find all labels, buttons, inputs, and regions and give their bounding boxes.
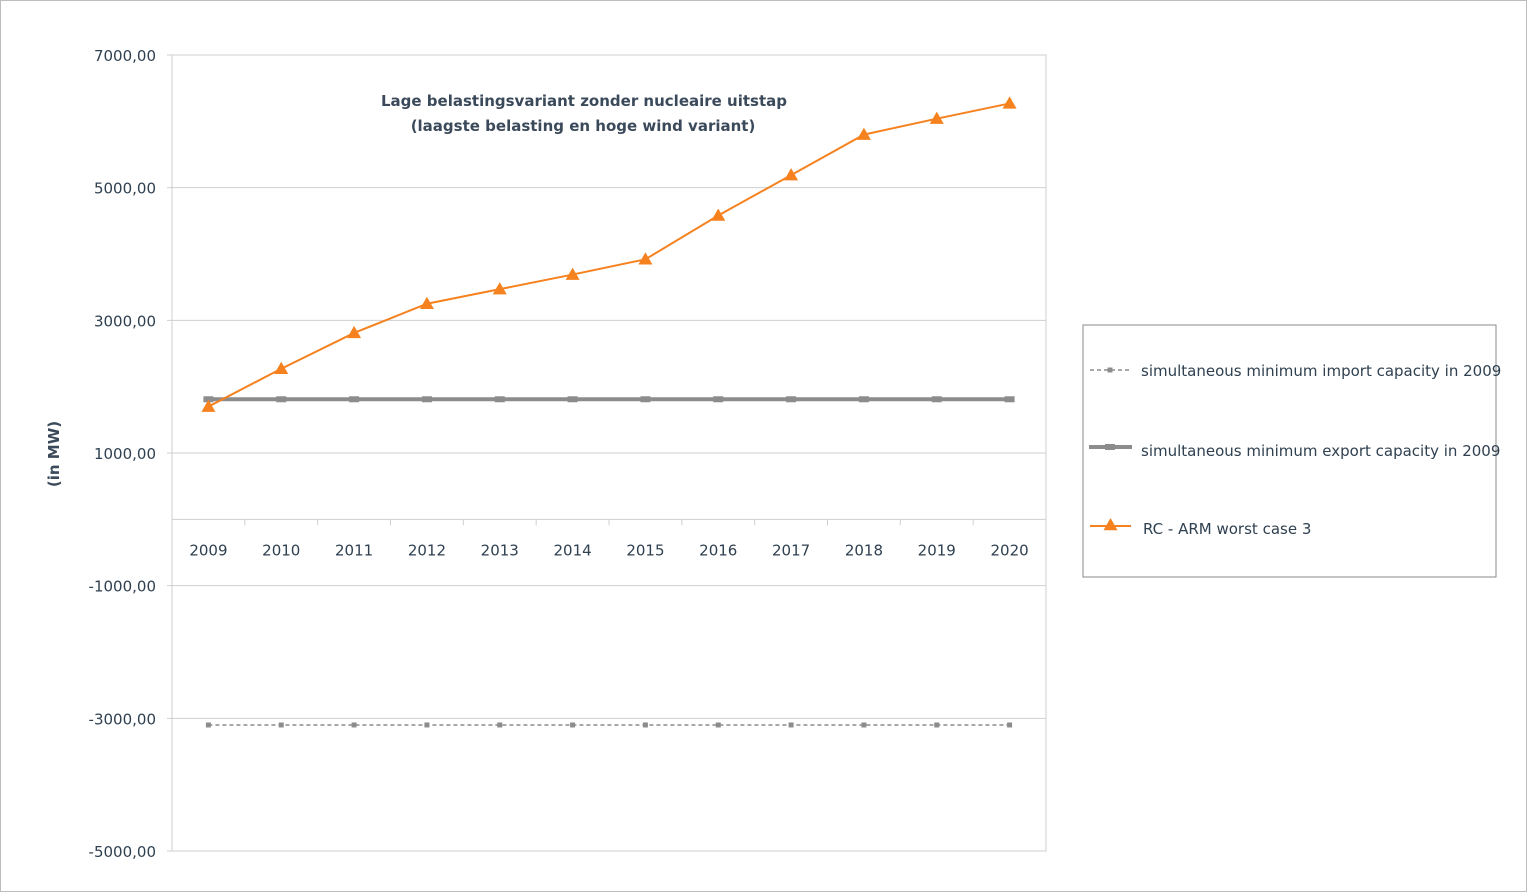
data-point-marker	[419, 296, 434, 309]
data-point-marker	[570, 722, 576, 728]
data-point-marker	[715, 722, 721, 728]
chart-subtitle: (laagste belasting en hoge wind variant)	[411, 117, 756, 135]
x-tick-label: 2012	[408, 541, 446, 559]
legend-label-export: simultaneous minimum export capacity in …	[1141, 442, 1500, 460]
legend-label-import: simultaneous minimum import capacity in …	[1141, 362, 1501, 380]
data-point-marker	[931, 396, 942, 403]
data-point-marker	[640, 396, 651, 403]
x-tick-label: 2015	[626, 541, 664, 559]
x-tick-label: 2017	[772, 541, 810, 559]
data-point-marker	[421, 396, 432, 403]
data-point-marker	[274, 361, 289, 375]
data-point-marker	[278, 722, 284, 728]
legend: simultaneous minimum import capacity in …	[1082, 324, 1501, 578]
data-point-marker	[351, 722, 357, 728]
data-point-marker	[1004, 396, 1015, 403]
x-tick-label: 2010	[262, 541, 300, 559]
x-tick-label: 2019	[918, 541, 956, 559]
data-point-marker	[497, 722, 503, 728]
y-tick-label: 5000,00	[94, 180, 156, 198]
data-point-marker	[567, 396, 578, 403]
y-tick-label: 1000,00	[94, 445, 156, 463]
data-point-marker	[203, 396, 214, 403]
x-tick-label: 2009	[189, 541, 227, 559]
data-point-marker	[494, 396, 505, 403]
y-axis: 7000,00 5000,00 3000,00 1000,00 -1000,00 -300…	[89, 47, 156, 861]
data-point-marker	[276, 396, 287, 403]
data-point-marker	[565, 267, 580, 280]
x-tick-label: 2018	[845, 541, 883, 559]
data-point-marker	[929, 111, 944, 124]
data-point-marker	[711, 208, 726, 221]
data-point-marker	[492, 282, 507, 295]
y-axis-label: (in MW)	[45, 421, 63, 487]
series-line-rc-arm-worst-case-3	[207, 102, 1010, 408]
data-point-marker	[638, 252, 653, 265]
x-tick-label: 2014	[553, 541, 591, 559]
data-point-marker	[858, 396, 869, 403]
y-tick-label: -3000,00	[89, 710, 156, 728]
legend-marker-rc-arm	[1103, 518, 1118, 531]
data-point-marker	[642, 722, 648, 728]
y-tick-label: 3000,00	[94, 312, 156, 330]
series-layer	[201, 96, 1017, 728]
data-point-marker	[934, 722, 940, 728]
data-point-marker	[201, 399, 216, 412]
x-tick-label: 2016	[699, 541, 737, 559]
data-point-marker	[1002, 96, 1017, 109]
data-point-marker	[1007, 722, 1013, 728]
x-tick-label: 2011	[335, 541, 373, 559]
legend-box	[1082, 324, 1497, 578]
gridlines	[167, 54, 1046, 852]
data-point-marker	[347, 325, 362, 339]
data-point-marker	[349, 396, 360, 403]
data-point-marker	[713, 396, 724, 403]
y-tick-label: -5000,00	[89, 843, 156, 861]
x-tick-label: 2013	[481, 541, 519, 559]
x-axis: 2009 2010 2011 2012 2013 2014 2015 2016 2017 2018…	[172, 518, 1046, 559]
data-point-marker	[205, 722, 211, 728]
legend-marker-export	[1105, 444, 1115, 450]
legend-marker-import	[1107, 367, 1113, 373]
data-point-marker	[856, 127, 871, 140]
data-point-marker	[786, 396, 797, 403]
legend-label-rc-arm: RC - ARM worst case 3	[1143, 520, 1311, 538]
data-point-marker	[424, 722, 430, 728]
data-point-marker	[784, 168, 799, 181]
y-tick-label: -1000,00	[89, 578, 156, 596]
data-point-marker	[788, 722, 794, 728]
chart-title: Lage belastingsvariant zonder nucleaire …	[381, 92, 787, 110]
x-tick-label: 2020	[990, 541, 1028, 559]
y-tick-label: 7000,00	[94, 47, 156, 65]
data-point-marker	[861, 722, 867, 728]
